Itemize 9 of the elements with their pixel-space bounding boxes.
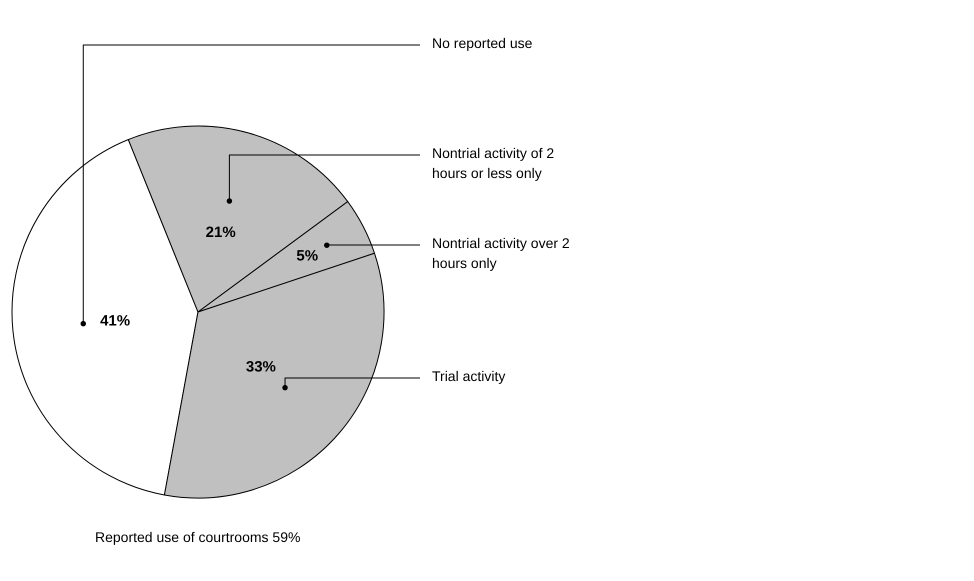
slice-label: Trial activity	[432, 368, 506, 384]
data-label: 41%	[100, 312, 130, 330]
slice-label: No reported use	[432, 35, 533, 51]
data-label: 33%	[246, 358, 276, 376]
data-label: 21%	[206, 224, 236, 241]
text: Reported use of courtrooms 59%	[95, 529, 300, 545]
slice-label: Nontrial activity of 2 hours or less only	[432, 145, 554, 181]
data-label: 5%	[296, 247, 318, 264]
slice-label: Nontrial activity over 2 hours only	[432, 235, 570, 271]
